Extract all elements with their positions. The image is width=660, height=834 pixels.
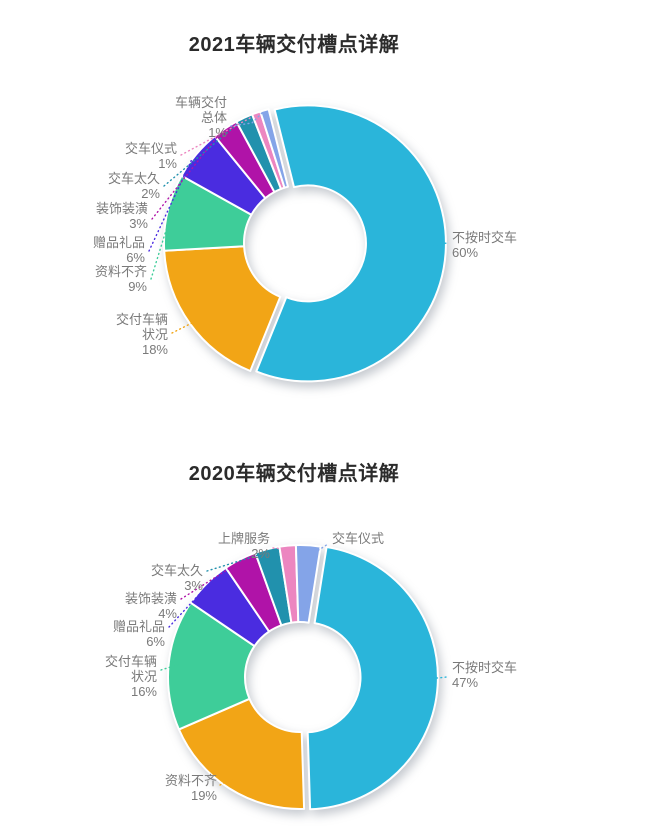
slice-label: 装饰装潢 3% xyxy=(96,201,148,231)
slice-label: 不按时交车 47% xyxy=(452,660,517,690)
pie-slice xyxy=(167,601,256,731)
label-leader-line xyxy=(230,112,263,127)
label-leader-line xyxy=(150,223,169,280)
label-leader-line xyxy=(148,158,193,252)
label-leader-line xyxy=(151,131,222,220)
slice-label: 交付车辆状况 18% xyxy=(116,312,168,357)
label-leader-line xyxy=(180,562,239,600)
slice-label: 交车太久 2% xyxy=(108,171,160,201)
slice-label: 资料不齐 19% xyxy=(165,773,217,803)
slice-label: 装饰装潢 4% xyxy=(125,591,177,621)
slice-label: 资料不齐 9% xyxy=(95,264,147,294)
slice-label: 交车太久 3% xyxy=(151,563,203,593)
slice-label: 上牌服务 2% xyxy=(218,531,270,561)
slice-label: 车辆交付总体 1% xyxy=(175,95,227,140)
donut-slices xyxy=(162,104,447,383)
pie-slice xyxy=(294,544,322,624)
pie-slice xyxy=(259,108,289,189)
slice-label: 赠品礼品 6% xyxy=(93,235,145,265)
label-leader-line xyxy=(310,543,329,556)
donut-chart-2021: 不按时交车 60% 交付车辆状况 18% 资料不齐 9%赠品礼品 6% 装饰装潢 3%交车太久 2… xyxy=(93,95,517,383)
donut-chart-2020: 不按时交车 47% 资料不齐 19% 交付车辆状况 16% 赠品礼品 6%装饰装潢 4%交车太久… xyxy=(105,531,517,811)
label-leader-line xyxy=(163,121,241,187)
pie-slice xyxy=(177,697,306,810)
slice-label: 不按时交车 60% xyxy=(452,230,517,260)
slice-label: 交付车辆状况 16% xyxy=(105,654,157,699)
label-leader-line xyxy=(219,774,242,786)
pie-slice xyxy=(163,245,282,372)
label-leader-line xyxy=(427,242,448,247)
label-leader-line xyxy=(160,661,187,671)
donut-slices xyxy=(167,544,439,811)
label-leader-line xyxy=(168,587,206,628)
chart-title-2021: 2021车辆交付槽点详解 xyxy=(188,34,400,56)
label-leader-line xyxy=(206,552,266,572)
label-leader-line xyxy=(427,676,448,680)
chart-title-2020: 2020车辆交付槽点详解 xyxy=(188,463,400,485)
label-leader-line xyxy=(171,320,197,334)
slice-label: 交车仪式 1% xyxy=(125,141,177,171)
slice-label: 交车仪式 xyxy=(332,531,384,546)
pie-slice xyxy=(306,546,439,811)
pie-slice xyxy=(255,104,447,383)
slice-label: 赠品礼品 6% xyxy=(113,619,165,649)
label-leader-line xyxy=(180,116,253,156)
